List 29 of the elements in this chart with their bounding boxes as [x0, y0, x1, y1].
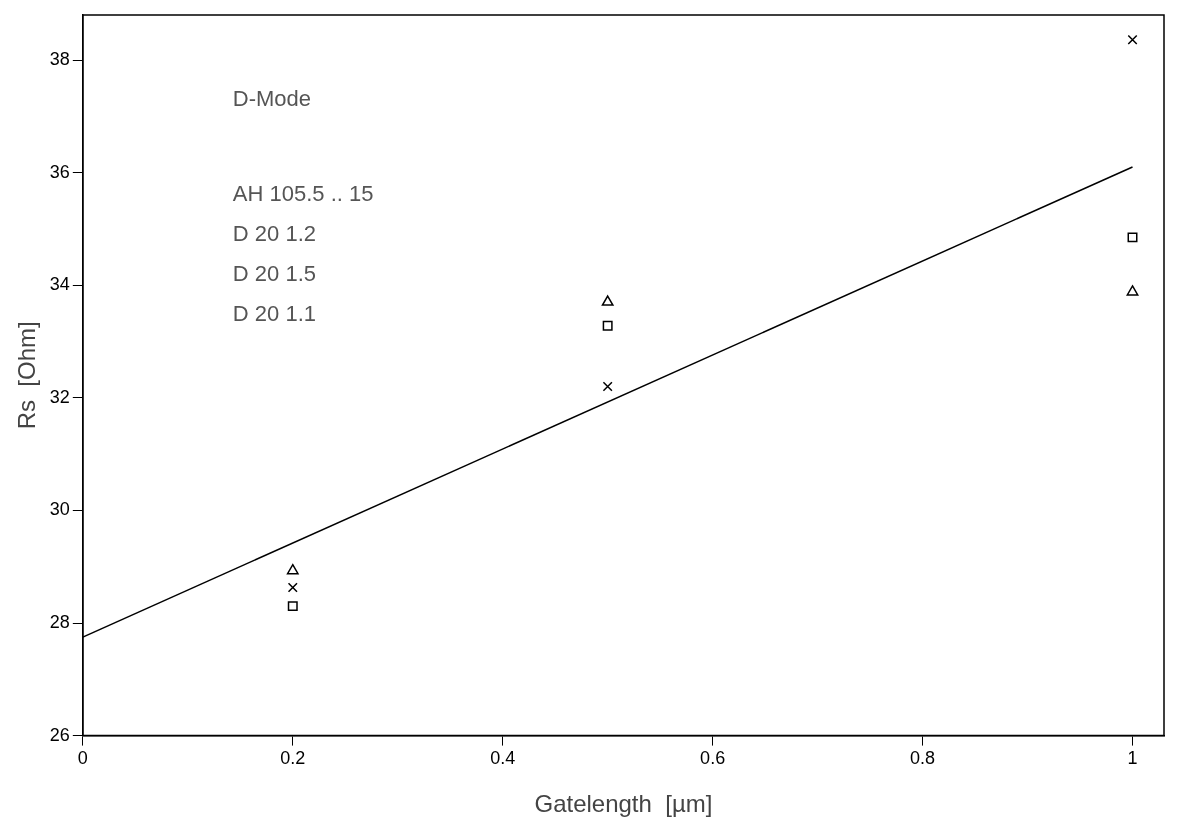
point [287, 601, 298, 612]
point [287, 582, 298, 593]
x-tick-label: 1 [1127, 748, 1138, 769]
y-tick-label: 32 [49, 386, 70, 407]
point [601, 295, 614, 306]
y-tick-label: 26 [49, 724, 70, 745]
y-tick-label: 30 [49, 499, 70, 520]
point [602, 381, 613, 392]
y-tick-label: 36 [49, 161, 70, 182]
x-tick-label: 0 [77, 748, 88, 769]
x-tick-label: 0.2 [280, 748, 306, 769]
point [286, 563, 299, 575]
y-tick-label: 38 [49, 49, 70, 70]
annotation: D 20 1.1 [232, 301, 316, 327]
annotation: AH 105.5 .. 15 [232, 181, 374, 207]
annotation: D 20 1.5 [232, 261, 316, 287]
x-tick-label: 0.4 [490, 748, 516, 769]
x-tick-label: 0.6 [700, 748, 726, 769]
point [1127, 34, 1138, 45]
point [602, 320, 613, 331]
point [1127, 232, 1138, 243]
y-tick-label: 34 [49, 274, 70, 295]
x-axis-title: Gatelength [µm] [534, 790, 713, 818]
annotation: D 20 1.2 [232, 221, 316, 247]
annotation: D-Mode [232, 86, 312, 112]
x-tick-label: 0.8 [910, 748, 936, 769]
y-tick-label: 28 [49, 611, 70, 632]
point [1126, 285, 1139, 296]
y-axis-title: Rs [Ohm] [13, 321, 41, 430]
